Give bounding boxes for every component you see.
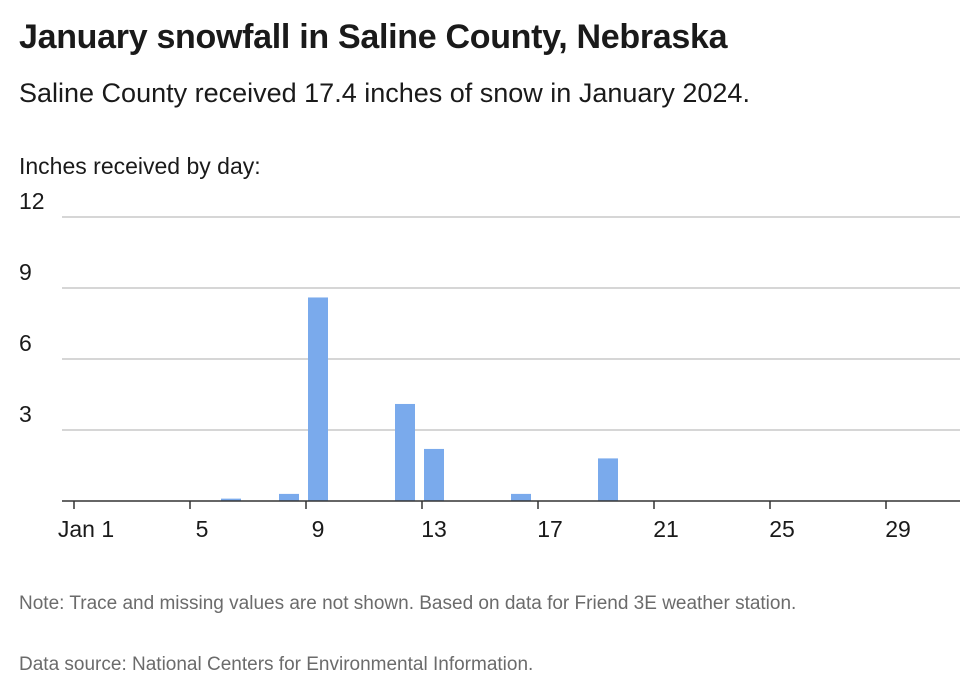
x-tick-label: 29: [885, 516, 911, 542]
bars: [221, 297, 618, 501]
x-tick-label: 5: [196, 516, 209, 542]
data-source: Data source: National Centers for Enviro…: [19, 654, 534, 675]
bar-day-8: [279, 493, 299, 501]
bar-day-16: [511, 493, 531, 501]
x-tick-label: 25: [769, 516, 795, 542]
bar-day-19: [598, 458, 618, 501]
bar-day-9: [308, 297, 328, 501]
chart-note: Note: Trace and missing values are not s…: [19, 593, 797, 614]
y-tick-label: 6: [19, 330, 32, 356]
y-tick-label: 12: [19, 190, 45, 214]
bar-day-6: [221, 498, 241, 501]
x-tick-label: Jan 1: [58, 516, 114, 542]
x-tick-label: 21: [653, 516, 679, 542]
bar-chart: 3 6 9 12 Jan 1 5 9 13 17 21 25 29: [19, 190, 960, 542]
y-tick-label: 3: [19, 401, 32, 427]
chart-title: January snowfall in Saline County, Nebra…: [19, 18, 728, 56]
chart-subtitle: Saline County received 17.4 inches of sn…: [19, 78, 750, 108]
tick-labels: 3 6 9 12 Jan 1 5 9 13 17 21 25 29: [19, 190, 911, 542]
x-tick-label: 17: [537, 516, 563, 542]
x-tick-label: 9: [312, 516, 325, 542]
x-tick-label: 13: [421, 516, 447, 542]
x-axis: [62, 500, 960, 509]
y-tick-label: 9: [19, 259, 32, 285]
bar-day-12: [395, 403, 415, 501]
gridlines: [62, 216, 960, 431]
y-axis-label: Inches received by day:: [19, 153, 261, 179]
bar-day-13: [424, 448, 444, 501]
